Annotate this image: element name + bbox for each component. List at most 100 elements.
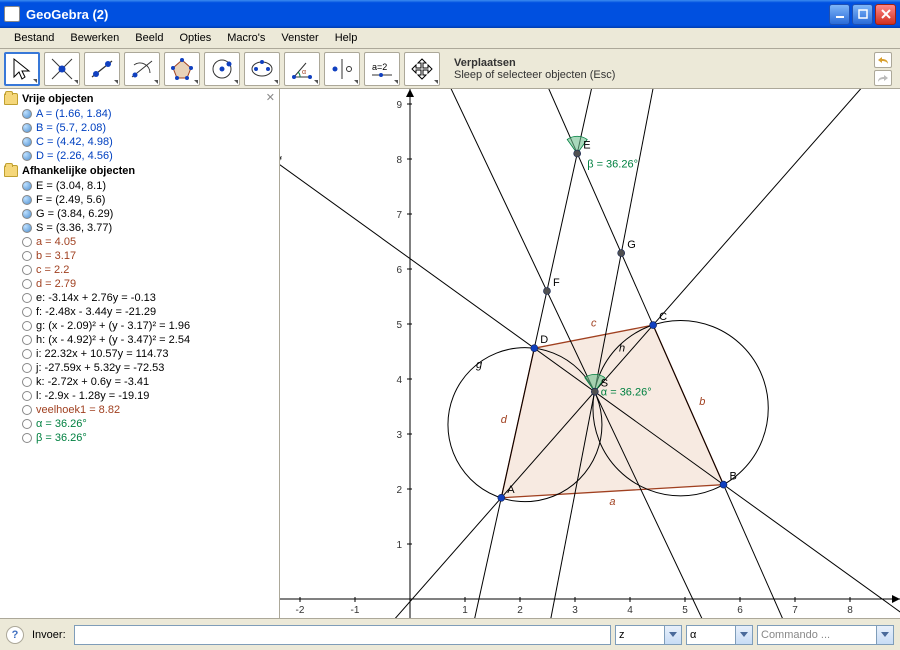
tool-ellipse[interactable] [244,52,280,86]
graphics-panel[interactable]: -2-1123456789123456789α = 36.26°β = 36.2… [280,89,900,618]
menubar: Bestand Bewerken Beeld Opties Macro's Ve… [0,28,900,49]
minimize-button[interactable] [829,4,850,25]
svg-text:S: S [601,378,608,390]
visibility-bullet-icon[interactable] [22,321,32,331]
menu-bestand[interactable]: Bestand [6,30,62,46]
visibility-bullet-icon[interactable] [22,433,32,443]
tree-item[interactable]: d = 2.79 [0,277,279,291]
tool-slider[interactable]: a=2 [364,52,400,86]
menu-bewerken[interactable]: Bewerken [62,30,127,46]
tree-item[interactable]: C = (4.42, 4.98) [0,135,279,149]
tool-move[interactable] [4,52,40,86]
tree-item[interactable]: k: -2.72x + 0.6y = -3.41 [0,375,279,389]
tree-item[interactable]: f: -2.48x - 3.44y = -21.29 [0,305,279,319]
tree-item[interactable]: l: -2.9x - 1.28y = -19.19 [0,389,279,403]
input-var1-arrow[interactable] [665,625,682,645]
command-field[interactable] [757,625,877,645]
visibility-bullet-icon[interactable] [22,237,32,247]
visibility-bullet-icon[interactable] [22,265,32,275]
menu-help[interactable]: Help [327,30,366,46]
visibility-bullet-icon[interactable] [22,251,32,261]
svg-text:d: d [501,414,508,426]
tree-item[interactable]: E = (3.04, 8.1) [0,179,279,193]
tree-item[interactable]: α = 36.26° [0,417,279,431]
visibility-bullet-icon[interactable] [22,195,32,205]
tool-angle[interactable]: α [284,52,320,86]
visibility-bullet-icon[interactable] [22,123,32,133]
input-help-icon[interactable]: ? [6,626,24,644]
tree-item[interactable]: g: (x - 2.09)² + (y - 3.17)² = 1.96 [0,319,279,333]
tool-hint-sub: Sleep of selecteer objecten (Esc) [454,69,870,81]
visibility-bullet-icon[interactable] [22,335,32,345]
command-arrow[interactable] [877,625,894,645]
tree-item-label: C = (4.42, 4.98) [36,136,113,148]
tree-item[interactable]: F = (2.49, 5.6) [0,193,279,207]
visibility-bullet-icon[interactable] [22,377,32,387]
tool-line[interactable] [84,52,120,86]
app-icon [4,6,20,22]
undo-button[interactable] [874,52,892,68]
visibility-bullet-icon[interactable] [22,279,32,289]
visibility-bullet-icon[interactable] [22,151,32,161]
visibility-bullet-icon[interactable] [22,137,32,147]
menu-venster[interactable]: Venster [273,30,326,46]
visibility-bullet-icon[interactable] [22,223,32,233]
svg-text:3: 3 [572,605,578,616]
visibility-bullet-icon[interactable] [22,209,32,219]
tree-item[interactable]: c = 2.2 [0,263,279,277]
menu-opties[interactable]: Opties [171,30,219,46]
tool-reflect[interactable] [324,52,360,86]
svg-text:4: 4 [627,605,633,616]
tree-item[interactable]: h: (x - 4.92)² + (y - 3.47)² = 2.54 [0,333,279,347]
input-field[interactable] [74,625,611,645]
tree-item[interactable]: β = 36.26° [0,431,279,445]
svg-text:2: 2 [396,485,402,496]
tree-item[interactable]: D = (2.26, 4.56) [0,149,279,163]
tree-item[interactable]: S = (3.36, 3.77) [0,221,279,235]
svg-text:6: 6 [396,265,402,276]
algebra-close-icon[interactable]: ✕ [266,91,275,104]
tree-item[interactable]: a = 4.05 [0,235,279,249]
tree-item-label: l: -2.9x - 1.28y = -19.19 [36,390,149,402]
tree-item[interactable]: A = (1.66, 1.84) [0,107,279,121]
close-button[interactable] [875,4,896,25]
menu-macros[interactable]: Macro's [219,30,273,46]
svg-text:β = 36.26°: β = 36.26° [587,159,638,171]
svg-text:E: E [583,140,590,152]
input-var2-arrow[interactable] [736,625,753,645]
visibility-bullet-icon[interactable] [22,405,32,415]
redo-button[interactable] [874,70,892,86]
tool-polygon[interactable] [164,52,200,86]
visibility-bullet-icon[interactable] [22,391,32,401]
tool-circle[interactable] [204,52,240,86]
folder-icon [4,93,18,105]
tree-folder[interactable]: Afhankelijke objecten [0,163,279,179]
menu-beeld[interactable]: Beeld [127,30,171,46]
tool-point[interactable] [44,52,80,86]
tree-folder[interactable]: Vrije objecten [0,91,279,107]
tree-item[interactable]: veelhoek1 = 8.82 [0,403,279,417]
visibility-bullet-icon[interactable] [22,181,32,191]
visibility-bullet-icon[interactable] [22,363,32,373]
svg-text:α: α [302,69,306,76]
visibility-bullet-icon[interactable] [22,419,32,429]
maximize-button[interactable] [852,4,873,25]
tree-item[interactable]: i: 22.32x + 10.57y = 114.73 [0,347,279,361]
input-var1[interactable] [615,625,665,645]
input-var2[interactable] [686,625,736,645]
tool-perpendicular[interactable] [124,52,160,86]
tree-item[interactable]: j: -27.59x + 5.32y = -72.53 [0,361,279,375]
tree-item-label: F = (2.49, 5.6) [36,194,105,206]
visibility-bullet-icon[interactable] [22,349,32,359]
tool-move-view[interactable] [404,52,440,86]
folder-label: Vrije objecten [22,93,94,105]
tree-item[interactable]: B = (5.7, 2.08) [0,121,279,135]
visibility-bullet-icon[interactable] [22,109,32,119]
tree-item[interactable]: e: -3.14x + 2.76y = -0.13 [0,291,279,305]
visibility-bullet-icon[interactable] [22,293,32,303]
algebra-panel[interactable]: ✕ Vrije objecten A = (1.66, 1.84)B = (5.7… [0,89,280,618]
tree-item[interactable]: b = 3.17 [0,249,279,263]
tree-item[interactable]: G = (3.84, 6.29) [0,207,279,221]
visibility-bullet-icon[interactable] [22,307,32,317]
tree-item-label: d = 2.79 [36,278,76,290]
